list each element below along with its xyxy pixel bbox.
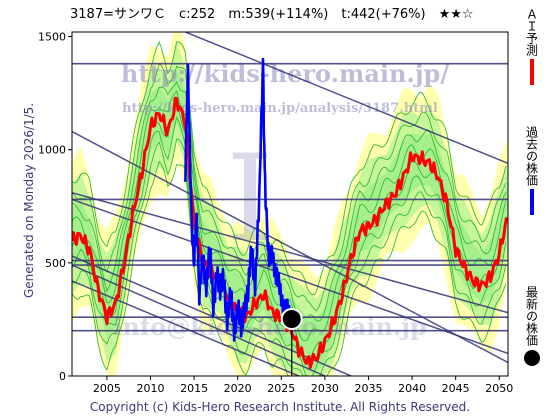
y-tick-label: 1500 [38,31,66,44]
legend-past-label: 過去の株価 [524,126,539,186]
x-tick-label: 2040 [398,382,426,395]
legend-latest-price: 最新の株価 [518,286,546,366]
trend-line [185,32,508,164]
legend-latest-label: 最新の株価 [524,286,539,346]
x-tick-label: 2035 [354,382,382,395]
price-series [72,57,508,376]
axes: 2005 2010 2015 2020 2025 2030 2035 2040 2045 2050… [38,31,513,395]
trend-line [72,130,508,364]
x-tick-label: 2005 [93,382,121,395]
past-price-line [184,57,292,342]
x-tick-label: 2020 [224,382,252,395]
legend-ai-prediction: ＡＩ予測 [518,8,546,85]
legend-ai-swatch [530,59,534,85]
x-tick-label: 2025 [267,382,295,395]
legend-ai-label: ＡＩ予測 [524,8,539,56]
x-tick-label: 2010 [136,382,164,395]
legend-past-price: 過去の株価 [518,126,546,215]
trend-line [72,280,300,376]
legend-latest-dot [524,350,540,366]
chart-title: 3187=サンワＣ c:252 m:539(+114%) t:442(+76%)… [70,7,474,22]
plot-frame [71,31,509,377]
trend-line [72,264,326,376]
copyright-notice: Copyright (c) Kids-Hero Research Institu… [89,400,471,414]
watermark-analysis-url: http://kids-hero.main.jp/analysis/3187.h… [122,101,438,116]
legend-past-swatch [530,189,534,215]
trend-line [72,191,508,314]
band-line [72,90,507,342]
x-tick-label: 2015 [180,382,208,395]
x-tick-label: 2030 [311,382,339,395]
trend-line [72,198,508,355]
y-tick-label: 0 [59,370,66,383]
latest-price-marker [280,307,303,330]
y-tick-label: 1000 [38,144,66,157]
band-line [72,116,507,376]
watermark-email: info@kids-hero.main.jp [113,312,427,341]
x-tick-label: 2045 [442,382,470,395]
y-tick-label: 500 [45,257,66,270]
band-line [72,80,507,322]
trend-lines [72,32,508,376]
x-tick-label: 2050 [485,382,513,395]
